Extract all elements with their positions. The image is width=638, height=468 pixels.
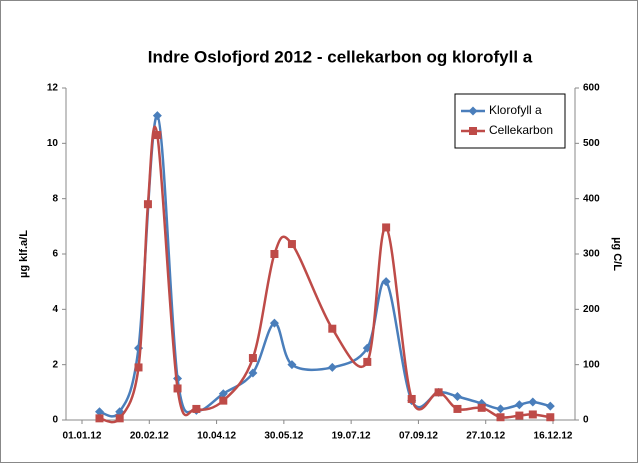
legend-marker bbox=[468, 106, 478, 116]
y2-tick-label: 0 bbox=[583, 415, 589, 426]
y-tick-label: 8 bbox=[52, 193, 58, 204]
marker bbox=[528, 410, 537, 419]
marker bbox=[328, 324, 337, 333]
y2-tick-label: 400 bbox=[583, 193, 600, 204]
marker bbox=[173, 384, 182, 393]
x-tick-label: 07.09.12 bbox=[399, 431, 438, 442]
marker bbox=[381, 277, 391, 287]
marker bbox=[248, 354, 257, 363]
x-tick-label: 10.04.12 bbox=[197, 431, 236, 442]
y-tick-label: 6 bbox=[52, 249, 58, 260]
marker bbox=[269, 318, 279, 328]
marker bbox=[453, 404, 462, 413]
chart-title: Indre Oslofjord 2012 - cellekarbon og kl… bbox=[148, 47, 533, 66]
marker bbox=[545, 401, 555, 411]
y2-tick-label: 100 bbox=[583, 359, 600, 370]
marker bbox=[434, 388, 443, 397]
marker bbox=[496, 404, 506, 414]
marker bbox=[248, 368, 258, 378]
marker bbox=[382, 223, 391, 232]
marker bbox=[192, 404, 201, 413]
marker bbox=[152, 111, 162, 121]
x-tick-label: 20.02.12 bbox=[130, 431, 169, 442]
marker bbox=[546, 413, 555, 422]
marker bbox=[143, 200, 152, 209]
marker bbox=[514, 400, 524, 410]
x-tick-label: 01.01.12 bbox=[63, 431, 102, 442]
marker bbox=[407, 394, 416, 403]
marker bbox=[515, 411, 524, 420]
marker bbox=[363, 357, 372, 366]
marker bbox=[327, 362, 337, 372]
y2-tick-label: 200 bbox=[583, 304, 600, 315]
marker bbox=[153, 131, 162, 140]
y-tick-label: 2 bbox=[52, 359, 58, 370]
marker bbox=[528, 397, 538, 407]
marker bbox=[477, 403, 486, 412]
x-tick-label: 16.12.12 bbox=[534, 431, 573, 442]
y2-axis-title: µg C/L bbox=[611, 237, 623, 271]
marker bbox=[134, 363, 143, 372]
y-tick-label: 12 bbox=[47, 83, 59, 94]
y-tick-label: 0 bbox=[52, 415, 58, 426]
y2-tick-label: 600 bbox=[583, 83, 600, 94]
marker bbox=[496, 413, 505, 422]
x-tick-label: 19.07.12 bbox=[332, 431, 371, 442]
legend-label: Klorofyll a bbox=[489, 103, 542, 117]
x-tick-label: 27.10.12 bbox=[466, 431, 505, 442]
y-tick-label: 10 bbox=[47, 138, 59, 149]
marker bbox=[218, 389, 228, 399]
legend-label: Cellekarbon bbox=[489, 123, 553, 137]
marker bbox=[270, 250, 279, 258]
legend-box bbox=[454, 93, 566, 149]
marker bbox=[115, 414, 124, 423]
legend-marker bbox=[469, 127, 477, 135]
marker bbox=[452, 391, 462, 401]
y2-tick-label: 500 bbox=[583, 138, 600, 149]
x-tick-label: 30.05.12 bbox=[264, 431, 303, 442]
marker bbox=[287, 360, 297, 370]
marker bbox=[219, 396, 228, 405]
y-axis-title: µg klf.a/L bbox=[18, 230, 30, 278]
marker bbox=[287, 240, 296, 249]
marker bbox=[94, 407, 104, 417]
marker bbox=[95, 414, 104, 423]
y-tick-label: 4 bbox=[52, 304, 58, 315]
y2-tick-label: 300 bbox=[583, 249, 600, 260]
